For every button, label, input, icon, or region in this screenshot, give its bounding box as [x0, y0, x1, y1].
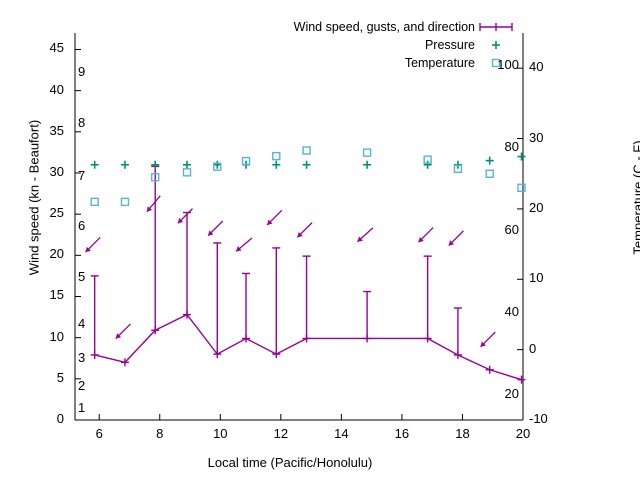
- y-tick-label: 45: [49, 40, 64, 56]
- beaufort-label: 9: [78, 63, 86, 79]
- x-tick-label: 18: [455, 426, 470, 441]
- axis-frame: [74, 33, 524, 421]
- legend-markers: [479, 23, 513, 68]
- beaufort-label: 8: [78, 114, 86, 130]
- y-tick-label: 25: [49, 205, 64, 221]
- pressure-tick-label: 40: [504, 303, 519, 319]
- x-tick-label: 20: [515, 426, 531, 441]
- x-tick-label: 12: [273, 426, 289, 441]
- legend: Wind speed, gusts, and direction Pressure…: [230, 18, 475, 72]
- y2-tick-label: -10: [529, 411, 548, 426]
- legend-item[interactable]: Wind speed, gusts, and direction: [230, 18, 475, 36]
- x-axis-title: Local time (Pacific/Honolulu): [207, 455, 373, 470]
- pressure-tick-label: 80: [504, 139, 519, 155]
- wind-direction-arrows: [85, 195, 496, 348]
- y-tick-label: 20: [49, 246, 64, 262]
- wind-speed-line: [90, 310, 526, 384]
- beaufort-label: 3: [78, 350, 86, 366]
- x-tick-label: 8: [156, 426, 164, 441]
- legend-item-label: Pressure: [424, 38, 475, 52]
- beaufort-label: 2: [78, 378, 86, 394]
- y-tick-label: 10: [49, 328, 64, 344]
- y-tick-label: 15: [49, 287, 64, 303]
- y-tick-label: 40: [49, 81, 64, 97]
- legend-item-label: Temperature: [404, 56, 475, 70]
- temperature-markers: [90, 146, 526, 207]
- pressure-markers: [90, 152, 526, 169]
- beaufort-label: 1: [78, 400, 86, 416]
- pressure-tick-label: 60: [504, 221, 519, 237]
- beaufort-label: 5: [78, 268, 86, 284]
- gust-bars: [90, 165, 462, 355]
- x-tick-label: 6: [95, 426, 103, 441]
- beaufort-label: 4: [78, 316, 86, 332]
- x-tick-label: 10: [213, 426, 228, 441]
- y2-tick-label: 0: [529, 340, 537, 356]
- y2-tick-label: 40: [529, 59, 544, 75]
- y-tick-label: 5: [56, 369, 64, 385]
- y2-tick-label: 30: [529, 129, 544, 145]
- beaufort-label: 6: [78, 218, 86, 234]
- pressure-tick-label: 20: [504, 386, 519, 402]
- legend-item[interactable]: Pressure: [230, 36, 475, 54]
- legend-item[interactable]: Temperature: [230, 54, 475, 72]
- y-tick-label: 30: [49, 163, 64, 179]
- y2-tick-label: 20: [529, 199, 544, 215]
- y-tick-label: 35: [49, 122, 64, 138]
- y-tick-label: 0: [56, 411, 64, 426]
- beaufort-label: 7: [78, 168, 86, 184]
- legend-item-label: Wind speed, gusts, and direction: [293, 20, 475, 34]
- pressure-tick-label: 100: [497, 56, 519, 72]
- x-tick-label: 14: [334, 426, 349, 441]
- y2-tick-label: 10: [529, 270, 544, 286]
- x-tick-label: 16: [394, 426, 410, 441]
- axis-ticks: [74, 48, 524, 421]
